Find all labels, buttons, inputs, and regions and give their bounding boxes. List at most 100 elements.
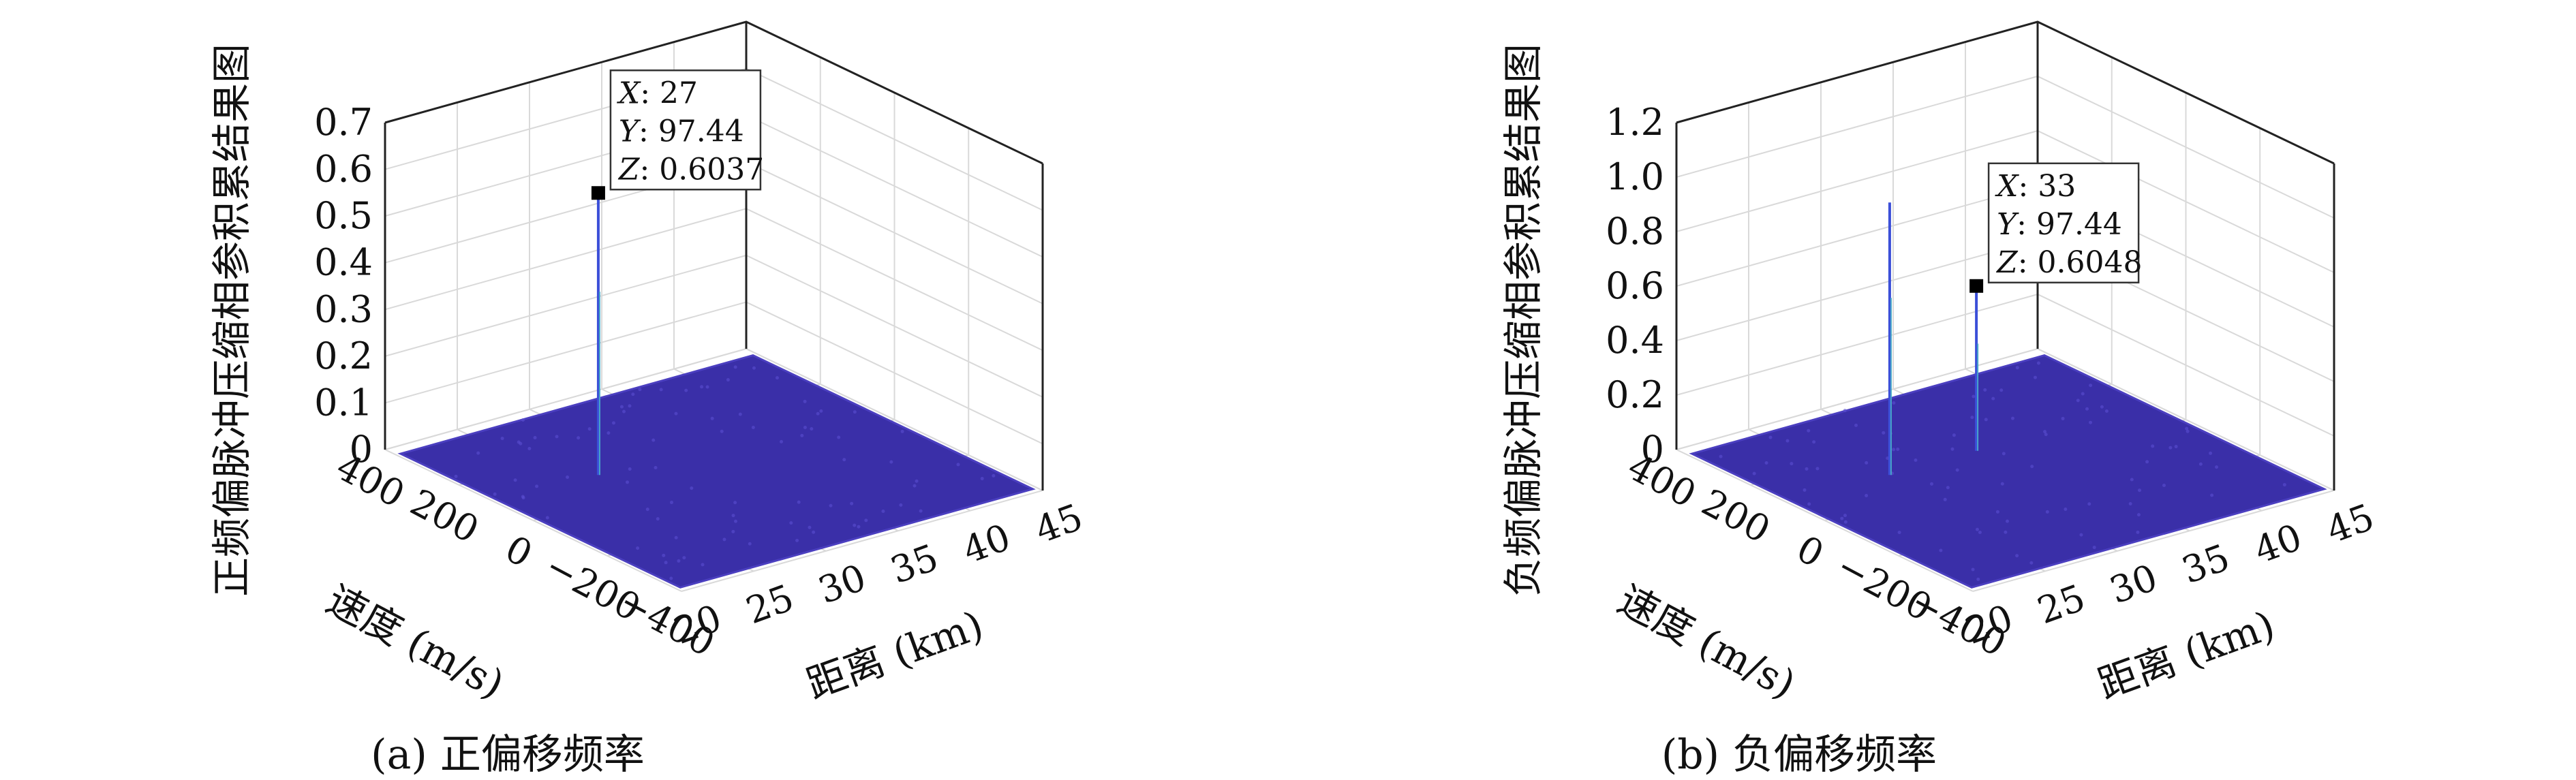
surface-noise xyxy=(1944,498,1947,501)
surface-noise xyxy=(675,536,678,540)
surface-noise xyxy=(1978,531,1982,534)
panel-caption: (b) 负偏移频率 xyxy=(1661,731,1937,779)
datatip-y-row: Y: 97.44 xyxy=(1997,207,2122,242)
datatip-marker[interactable] xyxy=(1969,279,1983,293)
surface-noise xyxy=(1896,448,1899,451)
surface-noise xyxy=(677,559,680,563)
surface-noise xyxy=(662,554,665,557)
surface-noise xyxy=(2076,399,2080,402)
surface-noise xyxy=(2011,417,2014,420)
surface-noise xyxy=(1930,482,1933,486)
panel-negative-offset: X: 33Y: 97.44Z: 0.6048 0 0.2 0.4 0.6 0.8 1.0 1.… xyxy=(1500,22,2380,779)
surface-noise xyxy=(1812,440,1815,443)
surface-noise xyxy=(2029,561,2033,565)
surface-noise xyxy=(722,537,726,541)
x-tick-label: 30 xyxy=(2104,556,2163,612)
surface-noise xyxy=(555,435,559,438)
surface-noise xyxy=(2034,376,2037,379)
surface-noise xyxy=(899,503,902,507)
surface-noise xyxy=(1719,455,1723,458)
surface-noise xyxy=(546,516,549,519)
surface-noise xyxy=(731,530,735,533)
panel-caption: (a) 正偏移频率 xyxy=(371,731,645,779)
box-top-edge xyxy=(1676,22,2334,163)
datatip-x-key: X xyxy=(1995,169,2019,204)
z-tick-label: 0.6 xyxy=(314,148,373,191)
surface-noise xyxy=(1972,395,1975,399)
surface-noise xyxy=(752,426,755,429)
surface-noise xyxy=(842,458,846,461)
z-tick-label: 0.5 xyxy=(314,194,373,237)
surface-noise xyxy=(812,531,815,534)
surface-noise xyxy=(1914,458,1917,462)
surface-noise xyxy=(1854,424,1858,427)
datatip-x-value: : 33 xyxy=(2018,169,2076,204)
surface-noise xyxy=(577,436,580,439)
surface-noise xyxy=(684,389,688,392)
surface-noise xyxy=(654,466,658,469)
surface-noise xyxy=(1805,467,1809,471)
surface-noise xyxy=(1790,462,1793,465)
x-tick-label: 40 xyxy=(957,516,1016,572)
datatip-z-value: : 0.6037 xyxy=(639,152,764,187)
panel-positive-offset: X: 27Y: 97.44Z: 0.603700.10.20.30.40.50.… xyxy=(209,22,1088,779)
x-tick-label: 25 xyxy=(741,576,799,633)
z-tick-label: 0.7 xyxy=(314,101,373,144)
z-gridline xyxy=(1676,22,2334,163)
surface-noise xyxy=(810,427,813,431)
surface-noise xyxy=(566,475,569,479)
surface-noise xyxy=(2037,361,2040,364)
surface-noise xyxy=(2015,554,2019,557)
surface-noise xyxy=(2215,465,2218,469)
surface-noise xyxy=(1996,510,1999,514)
surface-noise xyxy=(919,510,923,513)
surface-noise xyxy=(701,563,704,566)
surface-noise xyxy=(626,480,629,484)
surface-noise xyxy=(837,435,840,439)
surface-noise xyxy=(1946,486,1950,489)
surface-noise xyxy=(1898,531,1901,534)
surface-noise xyxy=(780,440,783,443)
datatip-marker[interactable] xyxy=(592,186,605,200)
surface-noise xyxy=(669,576,673,580)
surface-noise xyxy=(864,518,868,522)
surface-noise xyxy=(1865,494,1868,497)
surface-noise xyxy=(1865,461,1868,465)
surface-plateau xyxy=(401,356,1033,588)
y-tick-label: 0 xyxy=(498,527,539,576)
surface-noise xyxy=(521,418,525,422)
surface-noise xyxy=(853,524,856,527)
surface-noise xyxy=(2016,366,2019,369)
surface-noise xyxy=(881,510,885,513)
surface-noise xyxy=(2006,520,2009,523)
surface-noise xyxy=(622,410,626,414)
surface-noise xyxy=(2105,409,2109,413)
surface-noise xyxy=(1991,397,1995,401)
surface-noise xyxy=(588,427,592,431)
surface-noise xyxy=(2081,392,2085,396)
surface-noise xyxy=(857,525,860,529)
surface-noise xyxy=(733,501,737,504)
z-tick-label: 0.4 xyxy=(1606,319,1664,362)
surface-noise xyxy=(1956,468,1959,471)
surface-noise xyxy=(620,405,624,409)
surface-noise xyxy=(853,410,857,414)
surface-noise xyxy=(720,430,724,433)
datatip-z-value: : 0.6048 xyxy=(2018,245,2143,280)
surface-noise xyxy=(711,417,714,420)
surface-noise xyxy=(1882,431,1885,435)
surface-noise xyxy=(1753,472,1756,475)
surface-noise xyxy=(800,434,803,437)
datatip-z-row: Z: 0.6048 xyxy=(1995,245,2142,280)
surface-noise xyxy=(734,520,737,523)
surface-noise xyxy=(789,521,793,525)
surface-noise xyxy=(2046,510,2049,514)
surface-noise xyxy=(829,504,833,508)
surface-noise xyxy=(612,421,615,424)
surface-noise xyxy=(981,477,984,480)
surface-noise xyxy=(1999,388,2003,392)
y-tick-label: 0 xyxy=(1790,527,1830,576)
datatip-z-key: Z xyxy=(1995,245,2019,280)
surface-noise xyxy=(2209,452,2212,455)
